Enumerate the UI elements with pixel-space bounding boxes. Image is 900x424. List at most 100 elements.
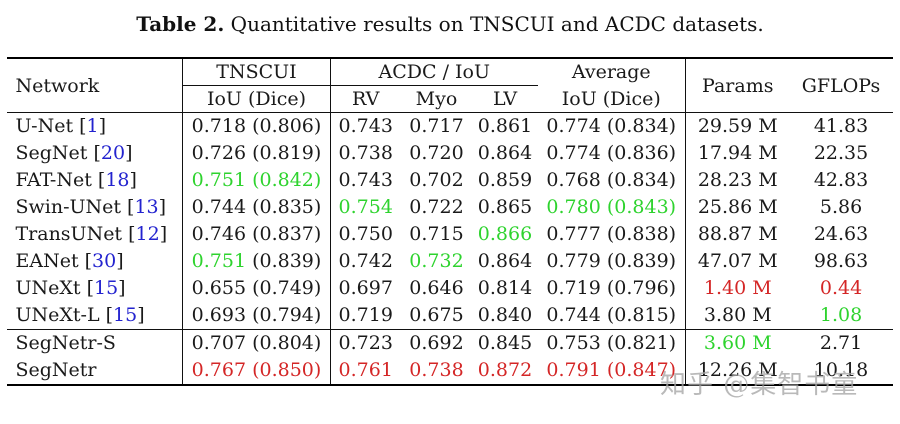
cell-acdc-rv: 0.750 — [330, 221, 400, 248]
cell-tnscui-iou-dice: 0.726 (0.819) — [182, 140, 331, 167]
cell-value: 0.719 — [338, 304, 393, 326]
table-row: SegNet [20] 0.726 (0.819) 0.738 0.720 0.864 0… — [7, 140, 892, 167]
cell-acdc-lv: 0.845 — [472, 329, 538, 357]
cell-value: 0.840 — [477, 304, 533, 326]
table-row: FAT-Net [18] 0.751 (0.842) 0.743 0.702 0.859… — [7, 167, 892, 194]
table-caption-label: Table 2. — [136, 12, 225, 36]
cell-value: 0.814 — [477, 277, 533, 299]
cell-acdc-lv: 0.865 — [472, 194, 537, 221]
cell-value: 0.675 — [409, 304, 464, 326]
cell-value: 0.767 — [191, 359, 247, 381]
cell-tnscui-iou-dice: 0.744 (0.835) — [182, 194, 331, 221]
citation-ref: 13 — [134, 196, 159, 218]
cell-value: 0.768 — [546, 169, 601, 191]
cell-value: (0.850) — [252, 359, 322, 381]
cell-acdc-rv: 0.743 — [330, 112, 401, 140]
cell-value: 1.08 — [819, 304, 863, 326]
cell-average-iou-dice: 0.774 (0.836) — [537, 140, 687, 167]
cell-value: 0.715 — [409, 223, 464, 245]
cell-acdc-myo: 0.732 — [400, 248, 472, 275]
cell-value: 0.719 — [546, 277, 601, 299]
cell-value: 0.866 — [477, 223, 533, 245]
cell-value: (0.843) — [606, 196, 677, 218]
cell-acdc-myo: 0.720 — [400, 140, 472, 167]
cell-value: 88.87 M — [697, 223, 778, 245]
cell-value: 0.692 — [409, 332, 464, 354]
cell-acdc-rv: 0.719 — [330, 302, 400, 330]
cell-gflops: 22.35 — [790, 140, 893, 167]
cell-acdc-myo: 0.692 — [400, 329, 473, 357]
col-subheader-rv: RV — [352, 88, 380, 110]
cell-value: 0.743 — [338, 115, 393, 137]
citation-ref: 20 — [100, 142, 126, 164]
cell-average-iou-dice: 0.779 (0.839) — [537, 248, 687, 275]
cell-acdc-lv: 0.864 — [472, 248, 537, 275]
cell-value: 25.86 M — [697, 196, 778, 218]
col-subheader-lv: LV — [492, 88, 518, 110]
cell-gflops: 10.18 — [790, 357, 893, 385]
cell-acdc-myo: 0.717 — [400, 112, 473, 140]
citation-ref: 30 — [92, 250, 117, 272]
cell-value: 47.07 M — [697, 250, 778, 272]
cell-value: 0.717 — [409, 115, 464, 137]
cell-value: 0.864 — [477, 250, 533, 272]
cell-value: 0.777 — [546, 223, 601, 245]
table-row: UNeXt-L [15] 0.693 (0.794) 0.719 0.675 0.840… — [7, 302, 892, 330]
citation-ref: 1 — [86, 115, 99, 137]
col-header-acdc-iou: ACDC / IoU — [330, 58, 538, 86]
cell-tnscui-iou-dice: 0.655 (0.749) — [182, 275, 331, 302]
cell-value: 42.83 — [813, 169, 869, 191]
cell-value: 0.864 — [477, 142, 533, 164]
cell-tnscui-iou-dice: 0.718 (0.806) — [182, 112, 331, 140]
cell-tnscui-iou-dice: 0.746 (0.837) — [182, 221, 331, 248]
cell-acdc-myo: 0.702 — [400, 167, 472, 194]
col-subheader-tnscui-iou-dice: IoU (Dice) — [182, 85, 331, 113]
cell-acdc-lv: 0.814 — [472, 275, 537, 302]
cell-value: 17.94 M — [697, 142, 778, 164]
cell-acdc-myo: 0.722 — [400, 194, 472, 221]
cell-acdc-rv: 0.723 — [330, 329, 401, 357]
cell-value: 41.83 — [813, 115, 869, 137]
header-row-1: Network TNSCUI ACDC / IoU Average Params… — [7, 58, 892, 113]
cell-value: 98.63 — [813, 250, 869, 272]
cell-network: UNeXt-L [15] — [7, 302, 183, 330]
cell-average-iou-dice: 0.744 (0.815) — [537, 302, 687, 330]
cell-value: 0.697 — [338, 277, 393, 299]
cell-tnscui-iou-dice: 0.751 (0.839) — [182, 248, 331, 275]
col-subheader-myo: Myo — [415, 88, 458, 110]
cell-value: (0.834) — [606, 115, 677, 137]
cell-acdc-rv: 0.754 — [330, 194, 400, 221]
col-header-network: Network — [7, 58, 183, 113]
cell-tnscui-iou-dice: 0.693 (0.794) — [182, 302, 331, 330]
cell-gflops: 42.83 — [790, 167, 893, 194]
cell-value: (0.838) — [606, 223, 677, 245]
cell-value: 0.746 — [191, 223, 247, 245]
col-subheader-average-iou-dice: IoU (Dice) — [537, 85, 687, 113]
cell-gflops: 41.83 — [789, 112, 893, 140]
cell-network: SegNetr-S — [7, 329, 183, 357]
cell-params: 17.94 M — [686, 140, 790, 167]
cell-acdc-lv: 0.866 — [472, 221, 537, 248]
cell-acdc-lv: 0.872 — [472, 357, 537, 385]
cell-value: 0.723 — [338, 332, 393, 354]
cell-value: (0.837) — [252, 223, 322, 245]
cell-value: 0.845 — [477, 332, 533, 354]
cell-value: (0.821) — [606, 332, 677, 354]
table-caption-text: Quantitative results on TNSCUI and ACDC … — [230, 12, 764, 36]
cell-value: 0.861 — [477, 115, 533, 137]
citation-ref: 15 — [113, 304, 138, 326]
cell-value: 0.780 — [546, 196, 601, 218]
cell-gflops: 24.63 — [790, 221, 893, 248]
cell-network: SegNet [20] — [7, 140, 183, 167]
cell-average-iou-dice: 0.777 (0.838) — [537, 221, 687, 248]
cell-acdc-myo: 0.646 — [400, 275, 472, 302]
table-row: TransUNet [12] 0.746 (0.837) 0.750 0.715 0.8… — [7, 221, 892, 248]
col-header-tnscui: TNSCUI — [182, 58, 331, 86]
cell-acdc-rv: 0.743 — [330, 167, 400, 194]
cell-value: 0.761 — [338, 359, 393, 381]
cell-value: 28.23 M — [697, 169, 778, 191]
cell-value: 0.655 — [191, 277, 247, 299]
cell-params: 12.26 M — [686, 357, 790, 385]
cell-value: 0.702 — [409, 169, 464, 191]
cell-value: 0.872 — [477, 359, 533, 381]
